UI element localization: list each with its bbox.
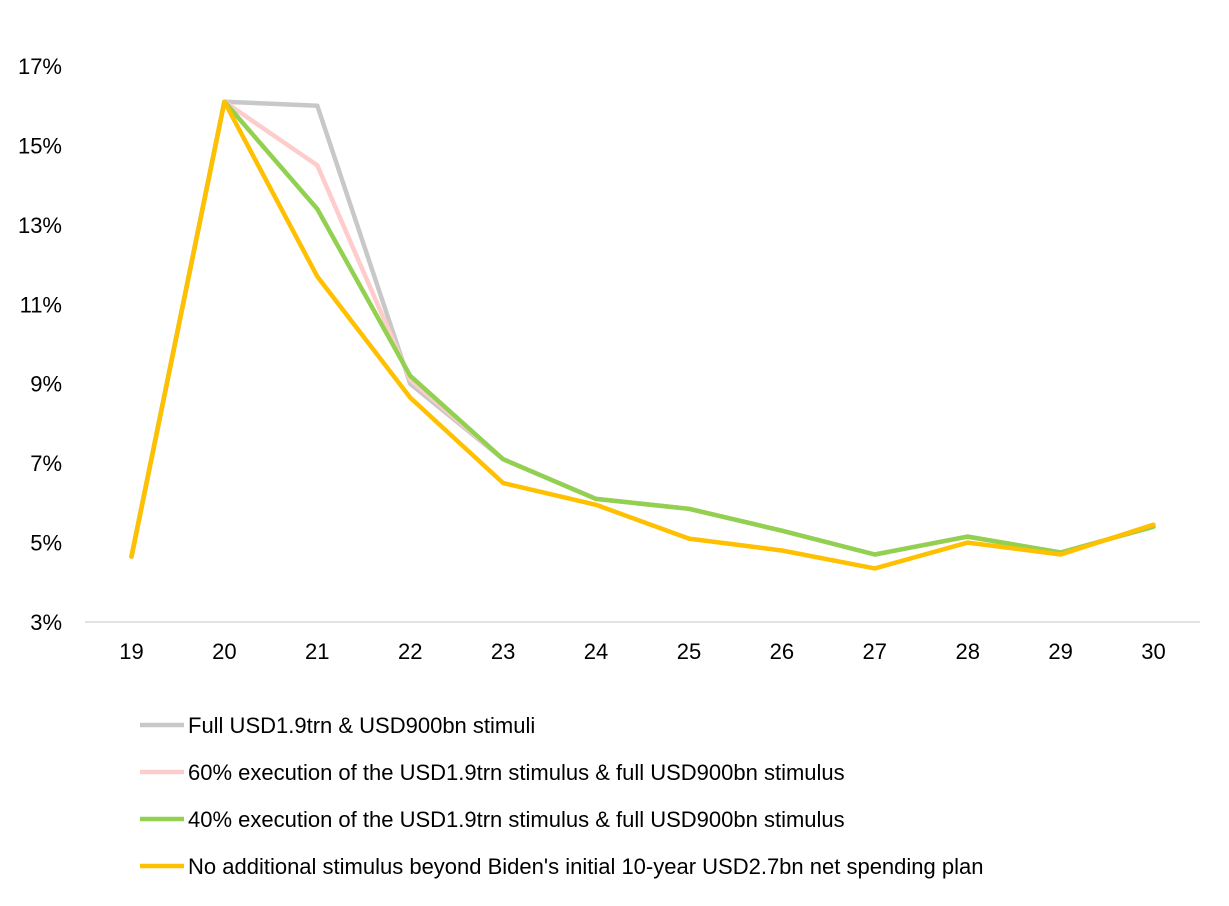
x-tick-label: 22 (398, 639, 422, 664)
series-line-3 (129, 99, 1156, 559)
x-tick-label: 27 (863, 639, 887, 664)
x-tick-label: 28 (955, 639, 979, 664)
y-tick-label: 5% (30, 531, 62, 556)
legend-label: 40% execution of the USD1.9trn stimulus … (188, 807, 845, 832)
x-tick-label: 19 (119, 639, 143, 664)
x-tick-label: 24 (584, 639, 608, 664)
legend: Full USD1.9trn & USD900bn stimuli 60% exe… (140, 713, 983, 879)
y-tick-label: 3% (30, 610, 62, 635)
y-tick-label: 9% (30, 372, 62, 397)
legend-label: No additional stimulus beyond Biden's in… (188, 854, 983, 879)
y-tick-label: 7% (30, 451, 62, 476)
x-tick-label: 25 (677, 639, 701, 664)
series-lines (129, 99, 1156, 571)
y-axis-ticks: 3% 5% 7% 9% 11% 13% 15% 17% (18, 54, 62, 635)
series-line-4 (129, 99, 1156, 571)
legend-label: 60% execution of the USD1.9trn stimulus … (188, 760, 845, 785)
y-tick-label: 15% (18, 133, 62, 158)
x-tick-label: 20 (212, 639, 236, 664)
y-tick-label: 17% (18, 54, 62, 79)
x-tick-label: 29 (1048, 639, 1072, 664)
x-axis-ticks: 19 20 21 22 23 24 25 26 27 28 29 30 (119, 639, 1166, 664)
x-tick-label: 26 (770, 639, 794, 664)
x-tick-label: 21 (305, 639, 329, 664)
legend-label: Full USD1.9trn & USD900bn stimuli (188, 713, 535, 738)
x-tick-label: 30 (1141, 639, 1165, 664)
y-tick-label: 11% (20, 292, 62, 317)
y-tick-label: 13% (18, 213, 62, 238)
x-tick-label: 23 (491, 639, 515, 664)
